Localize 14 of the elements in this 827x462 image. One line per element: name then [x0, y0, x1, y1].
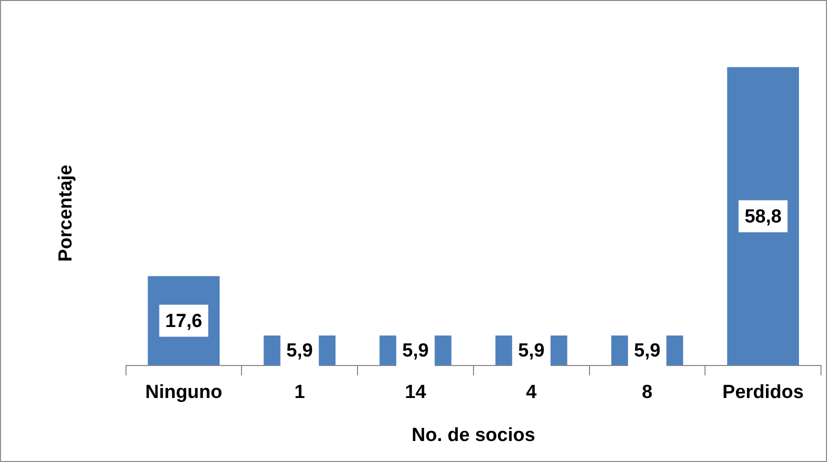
- data-label: 5,9: [402, 340, 429, 362]
- x-tick-label: 14: [404, 382, 426, 404]
- data-label: 5,9: [286, 340, 313, 362]
- x-tick-label: 4: [526, 382, 538, 404]
- x-tick-label: 8: [642, 382, 652, 404]
- data-label: 17,6: [165, 310, 202, 332]
- data-label: 5,9: [518, 340, 545, 362]
- y-axis-title: Porcentaje: [56, 164, 77, 262]
- x-tick-label: 1: [294, 382, 306, 404]
- x-axis-title: No. de socios: [412, 424, 536, 446]
- x-tick-label: Ninguno: [145, 382, 222, 404]
- data-label: 58,8: [744, 206, 782, 228]
- data-label: 5,9: [634, 340, 660, 362]
- x-tick-label: Perdidos: [722, 382, 804, 404]
